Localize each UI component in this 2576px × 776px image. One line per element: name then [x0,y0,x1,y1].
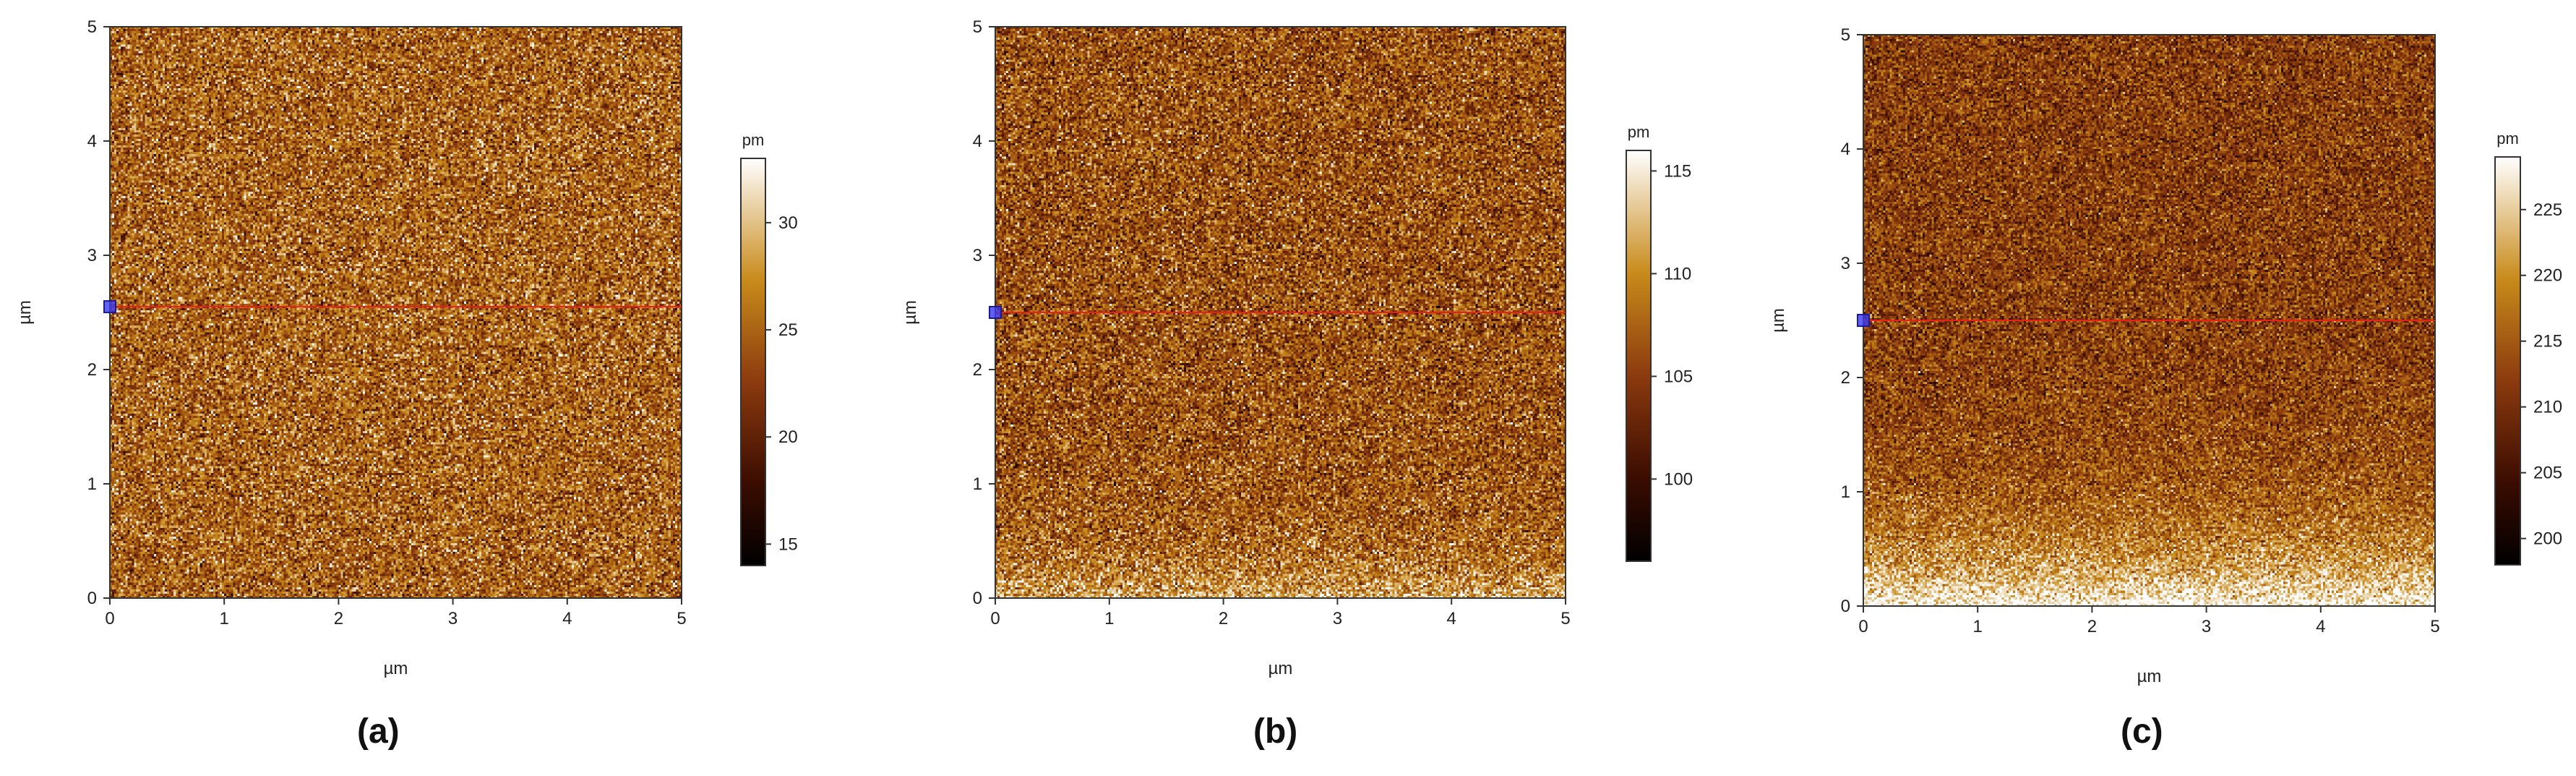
colorbar [740,158,766,566]
colorbar-unit: pm [742,131,765,149]
colorbar-tick-label: 25 [778,320,798,340]
colorbar-tick-label: 220 [2533,266,2562,286]
colorbar-tick-label: 30 [778,213,798,233]
height-map-image [110,27,682,598]
x-tick-label: 2 [334,609,343,628]
x-tick-label: 1 [1104,609,1114,628]
colorbar-tick-label: 105 [1664,367,1693,386]
x-tick-label: 0 [990,609,1000,628]
profile-line-handle[interactable] [989,306,1002,319]
panel-label-a: (a) [357,712,400,751]
y-tick-label: 3 [973,246,982,265]
y-tick-label: 0 [1841,597,1850,616]
afm-panel-c: 0 1 2 3 4 5 0 1 2 3 4 5 µm µm pm 200 205 210 215 220 225 (c) [1713,0,2576,776]
profile-line-handle[interactable] [103,300,116,314]
y-tick-label: 2 [973,360,982,380]
x-tick-label: 2 [2087,617,2097,636]
x-tick-label: 5 [677,609,686,628]
colorbar-tick-label: 210 [2533,398,2562,417]
colorbar-tick-label: 20 [778,427,798,447]
colorbar-tick-label: 115 [1664,161,1691,181]
x-tick-label: 5 [2430,617,2439,636]
x-axis-label: µm [1268,659,1293,678]
y-tick-label: 0 [87,589,97,608]
x-tick-label: 3 [1333,609,1342,628]
x-tick-label: 3 [448,609,458,628]
colorbar-tick-label: 225 [2533,200,2562,220]
y-tick-label: 1 [973,474,982,494]
afm-chart-c: 0 1 2 3 4 5 0 1 2 3 4 5 µm µm pm 200 205 210 215 220 225 [1769,25,2562,686]
panel-label-b: (b) [1253,712,1298,751]
colorbar [1626,150,1652,562]
y-tick-label: 5 [1841,25,1850,45]
colorbar-tick-label: 15 [778,534,798,554]
colorbar-tick-label: 215 [2533,332,2562,351]
profile-line-handle[interactable] [1857,314,1870,327]
y-axis-label: µm [15,300,35,325]
y-tick-label: 5 [87,17,97,37]
panel-label-c: (c) [2121,712,2163,751]
y-tick-label: 4 [973,132,982,151]
y-tick-label: 0 [973,589,982,608]
x-tick-label: 0 [105,609,114,628]
y-tick-label: 2 [1841,368,1850,388]
y-axis-label: µm [901,300,920,325]
y-tick-label: 2 [87,360,97,380]
x-axis-label: µm [2137,667,2162,686]
x-tick-label: 4 [2316,617,2325,636]
colorbar-tick-label: 200 [2533,529,2562,549]
x-tick-label: 4 [562,609,572,628]
colorbar-tick-label: 110 [1664,264,1691,283]
colorbar-unit: pm [2496,129,2519,148]
colorbar [2494,156,2521,566]
y-tick-label: 4 [87,132,97,151]
x-tick-label: 2 [1219,609,1228,628]
afm-panel-b: 0 1 2 3 4 5 0 1 2 3 4 5 µm µm pm 100 105 110 115 (b) [853,0,1713,776]
y-tick-label: 3 [87,246,97,265]
x-tick-label: 5 [1560,609,1570,628]
afm-chart-b: 0 1 2 3 4 5 0 1 2 3 4 5 µm µm pm 100 105 110 115 [901,17,1693,678]
x-tick-label: 4 [1447,609,1456,628]
colorbar-tick-label: 205 [2533,464,2562,483]
y-axis-label: µm [1769,308,1788,333]
afm-chart-a: 0 1 2 3 4 5 0 1 2 3 4 5 µm µm pm 15 20 25 30 [15,17,798,678]
colorbar-tick-label: 100 [1664,469,1693,489]
x-tick-label: 0 [1858,617,1868,636]
y-tick-label: 5 [973,17,982,37]
y-tick-label: 4 [1841,140,1850,159]
x-tick-label: 1 [220,609,229,628]
y-tick-label: 3 [1841,254,1850,273]
x-axis-label: µm [384,659,408,678]
y-tick-label: 1 [87,474,97,494]
afm-panel-a: 0 1 2 3 4 5 0 1 2 3 4 5 µm µm pm 15 20 25 30 (a) [0,0,853,776]
colorbar-unit: pm [1628,123,1650,141]
y-tick-label: 1 [1841,482,1850,502]
x-tick-label: 1 [1973,617,1983,636]
x-tick-label: 3 [2202,617,2211,636]
